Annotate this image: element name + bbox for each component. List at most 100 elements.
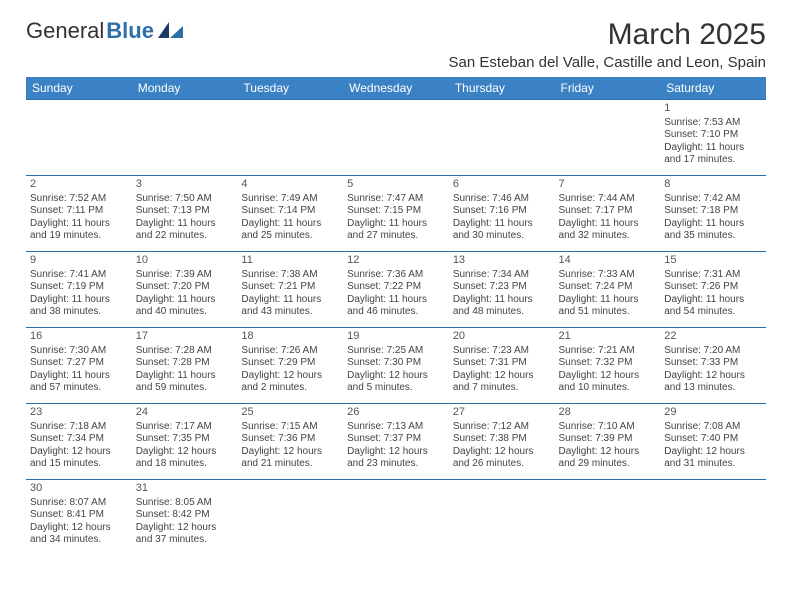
sunset-line: Sunset: 7:39 PM bbox=[559, 433, 657, 446]
calendar-cell: 9Sunrise: 7:41 AMSunset: 7:19 PMDaylight… bbox=[26, 252, 132, 328]
sunrise-line: Sunrise: 7:38 AM bbox=[241, 269, 339, 282]
day-header: Saturday bbox=[660, 77, 766, 100]
daylight-line: Daylight: 11 hours and 48 minutes. bbox=[453, 294, 551, 319]
day-number: 18 bbox=[241, 330, 339, 344]
daylight-line: Daylight: 11 hours and 46 minutes. bbox=[347, 294, 445, 319]
calendar-cell bbox=[237, 100, 343, 176]
day-number: 8 bbox=[664, 178, 762, 192]
sunset-line: Sunset: 7:22 PM bbox=[347, 281, 445, 294]
daylight-line: Daylight: 12 hours and 5 minutes. bbox=[347, 370, 445, 395]
daylight-line: Daylight: 11 hours and 59 minutes. bbox=[136, 370, 234, 395]
daylight-line: Daylight: 11 hours and 57 minutes. bbox=[30, 370, 128, 395]
calendar-cell: 6Sunrise: 7:46 AMSunset: 7:16 PMDaylight… bbox=[449, 176, 555, 252]
daylight-line: Daylight: 11 hours and 35 minutes. bbox=[664, 218, 762, 243]
day-number: 31 bbox=[136, 482, 234, 496]
sunset-line: Sunset: 7:36 PM bbox=[241, 433, 339, 446]
location-subtitle: San Esteban del Valle, Castille and Leon… bbox=[449, 54, 766, 71]
day-number: 9 bbox=[30, 254, 128, 268]
sunrise-line: Sunrise: 7:28 AM bbox=[136, 345, 234, 358]
day-number: 2 bbox=[30, 178, 128, 192]
day-number: 23 bbox=[30, 406, 128, 420]
sunrise-line: Sunrise: 7:50 AM bbox=[136, 193, 234, 206]
calendar-cell: 19Sunrise: 7:25 AMSunset: 7:30 PMDayligh… bbox=[343, 328, 449, 404]
sunset-line: Sunset: 7:19 PM bbox=[30, 281, 128, 294]
daylight-line: Daylight: 11 hours and 30 minutes. bbox=[453, 218, 551, 243]
sunset-line: Sunset: 7:31 PM bbox=[453, 357, 551, 370]
daylight-line: Daylight: 11 hours and 22 minutes. bbox=[136, 218, 234, 243]
day-number: 14 bbox=[559, 254, 657, 268]
calendar-cell bbox=[237, 480, 343, 556]
sunset-line: Sunset: 7:30 PM bbox=[347, 357, 445, 370]
title-block: March 2025 San Esteban del Valle, Castil… bbox=[449, 18, 766, 71]
calendar-head: SundayMondayTuesdayWednesdayThursdayFrid… bbox=[26, 77, 766, 100]
sunrise-line: Sunrise: 7:13 AM bbox=[347, 421, 445, 434]
day-number: 16 bbox=[30, 330, 128, 344]
daylight-line: Daylight: 12 hours and 15 minutes. bbox=[30, 446, 128, 471]
day-header: Wednesday bbox=[343, 77, 449, 100]
calendar-cell bbox=[132, 100, 238, 176]
calendar-cell: 1Sunrise: 7:53 AMSunset: 7:10 PMDaylight… bbox=[660, 100, 766, 176]
sunrise-line: Sunrise: 7:47 AM bbox=[347, 193, 445, 206]
calendar-cell: 31Sunrise: 8:05 AMSunset: 8:42 PMDayligh… bbox=[132, 480, 238, 556]
sunrise-line: Sunrise: 7:39 AM bbox=[136, 269, 234, 282]
sunrise-line: Sunrise: 7:53 AM bbox=[664, 117, 762, 130]
sunrise-line: Sunrise: 7:44 AM bbox=[559, 193, 657, 206]
day-number: 25 bbox=[241, 406, 339, 420]
day-number: 24 bbox=[136, 406, 234, 420]
sunset-line: Sunset: 7:28 PM bbox=[136, 357, 234, 370]
calendar-week: 2Sunrise: 7:52 AMSunset: 7:11 PM Daylight… bbox=[26, 176, 766, 252]
daylight-line: Daylight: 11 hours and 25 minutes. bbox=[241, 218, 339, 243]
calendar-table: SundayMondayTuesdayWednesdayThursdayFrid… bbox=[26, 77, 766, 556]
calendar-cell: 24Sunrise: 7:17 AMSunset: 7:35 PMDayligh… bbox=[132, 404, 238, 480]
day-number: 30 bbox=[30, 482, 128, 496]
sunset-line: Sunset: 7:23 PM bbox=[453, 281, 551, 294]
sunrise-line: Sunrise: 7:20 AM bbox=[664, 345, 762, 358]
day-number: 11 bbox=[241, 254, 339, 268]
sunrise-line: Sunrise: 7:25 AM bbox=[347, 345, 445, 358]
daylight-line: Daylight: 12 hours and 10 minutes. bbox=[559, 370, 657, 395]
calendar-cell: 17Sunrise: 7:28 AMSunset: 7:28 PMDayligh… bbox=[132, 328, 238, 404]
sunrise-line: Sunrise: 7:42 AM bbox=[664, 193, 762, 206]
day-header: Sunday bbox=[26, 77, 132, 100]
sunset-line: Sunset: 7:11 PM bbox=[30, 205, 128, 218]
day-header: Tuesday bbox=[237, 77, 343, 100]
calendar-cell: 14Sunrise: 7:33 AMSunset: 7:24 PMDayligh… bbox=[555, 252, 661, 328]
sunrise-line: Sunrise: 7:18 AM bbox=[30, 421, 128, 434]
daylight-line: Daylight: 12 hours and 23 minutes. bbox=[347, 446, 445, 471]
sunrise-line: Sunrise: 7:52 AM bbox=[30, 193, 128, 206]
daylight-line: Daylight: 11 hours and 51 minutes. bbox=[559, 294, 657, 319]
sunrise-line: Sunrise: 7:10 AM bbox=[559, 421, 657, 434]
day-header: Friday bbox=[555, 77, 661, 100]
calendar-cell: 21Sunrise: 7:21 AMSunset: 7:32 PMDayligh… bbox=[555, 328, 661, 404]
calendar-cell: 26Sunrise: 7:13 AMSunset: 7:37 PMDayligh… bbox=[343, 404, 449, 480]
calendar-cell: 25Sunrise: 7:15 AMSunset: 7:36 PMDayligh… bbox=[237, 404, 343, 480]
day-number: 1 bbox=[664, 102, 762, 116]
day-number: 28 bbox=[559, 406, 657, 420]
calendar-body: 1Sunrise: 7:53 AMSunset: 7:10 PMDaylight… bbox=[26, 100, 766, 556]
sunset-line: Sunset: 7:26 PM bbox=[664, 281, 762, 294]
calendar-week: 23Sunrise: 7:18 AMSunset: 7:34 PMDayligh… bbox=[26, 404, 766, 480]
daylight-line: Daylight: 11 hours and 27 minutes. bbox=[347, 218, 445, 243]
calendar-cell: 15Sunrise: 7:31 AMSunset: 7:26 PMDayligh… bbox=[660, 252, 766, 328]
sunset-line: Sunset: 7:40 PM bbox=[664, 433, 762, 446]
sunset-line: Sunset: 7:18 PM bbox=[664, 205, 762, 218]
calendar-cell bbox=[343, 100, 449, 176]
calendar-cell bbox=[26, 100, 132, 176]
calendar-cell bbox=[555, 480, 661, 556]
sunrise-line: Sunrise: 7:34 AM bbox=[453, 269, 551, 282]
day-header: Thursday bbox=[449, 77, 555, 100]
sunset-line: Sunset: 7:15 PM bbox=[347, 205, 445, 218]
day-number: 7 bbox=[559, 178, 657, 192]
calendar-week: 30Sunrise: 8:07 AMSunset: 8:41 PMDayligh… bbox=[26, 480, 766, 556]
brand-part1: General bbox=[26, 18, 104, 44]
sunset-line: Sunset: 7:33 PM bbox=[664, 357, 762, 370]
day-header: Monday bbox=[132, 77, 238, 100]
sunset-line: Sunset: 7:32 PM bbox=[559, 357, 657, 370]
sunset-line: Sunset: 7:37 PM bbox=[347, 433, 445, 446]
sail-icon bbox=[158, 22, 184, 40]
sunrise-line: Sunrise: 7:33 AM bbox=[559, 269, 657, 282]
sunrise-line: Sunrise: 7:17 AM bbox=[136, 421, 234, 434]
sunset-line: Sunset: 7:24 PM bbox=[559, 281, 657, 294]
day-number: 27 bbox=[453, 406, 551, 420]
day-number: 4 bbox=[241, 178, 339, 192]
